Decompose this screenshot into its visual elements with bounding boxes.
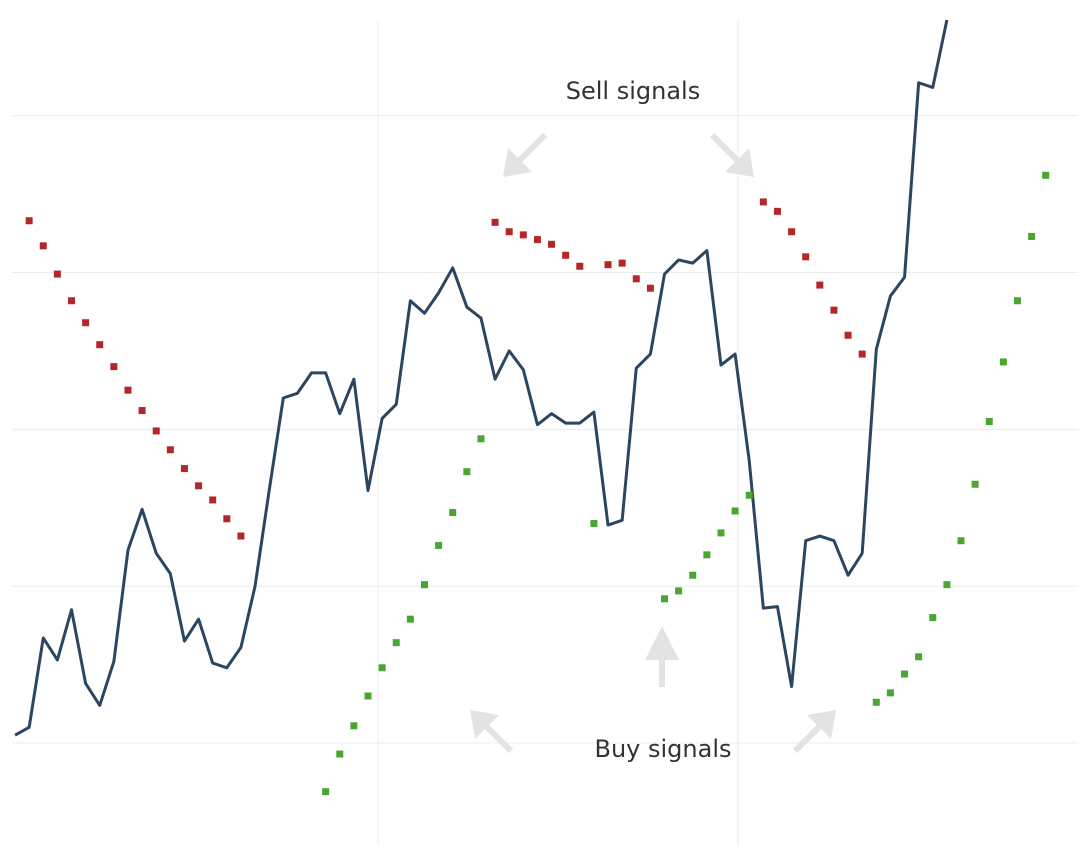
signal-dot [491, 218, 499, 226]
signal-dot [350, 722, 358, 730]
signal-dot [180, 465, 188, 473]
signal-dot [124, 386, 132, 394]
signal-dot [166, 446, 174, 454]
signal-dot [802, 253, 810, 261]
price-line [14, 19, 949, 737]
signal-dot [901, 670, 909, 678]
arrow-head [503, 148, 532, 177]
arrow-head [725, 148, 754, 177]
signal-dot [915, 653, 923, 661]
signal-dot [209, 496, 217, 504]
annotation: Sell signals [566, 77, 700, 105]
signal-dot [957, 537, 965, 545]
signal-dot [759, 198, 767, 206]
signal-dot [872, 698, 880, 706]
signal-dot [745, 491, 753, 499]
signal-dot [237, 532, 245, 540]
signal-dot [576, 262, 584, 270]
signal-dot [39, 242, 47, 250]
signal-dot [661, 595, 669, 603]
signal-dot [110, 363, 118, 371]
arrow [515, 132, 548, 165]
signal-dot [138, 407, 146, 415]
arrow-head [807, 710, 836, 739]
signal-dot [420, 581, 428, 589]
annotation: Buy signals [594, 735, 731, 763]
arrow [709, 132, 742, 165]
arrow [482, 722, 514, 754]
signal-dot [985, 418, 993, 426]
grid [12, 20, 1079, 845]
signal-dot [858, 350, 866, 358]
arrow [792, 722, 824, 754]
signal-dot [223, 515, 231, 523]
signal-dot [703, 551, 711, 559]
signal-dot [943, 581, 951, 589]
signal-dot [1042, 171, 1050, 179]
signal-dot [886, 689, 894, 697]
signal-dot [53, 270, 61, 278]
signal-dot [364, 692, 372, 700]
signal-dot [773, 207, 781, 215]
signal-dot [971, 480, 979, 488]
signal-dot [731, 507, 739, 515]
signal-dot [406, 615, 414, 623]
signal-dot [519, 231, 527, 239]
arrow-head [645, 626, 679, 660]
signal-dot [477, 435, 485, 443]
signal-dot [505, 228, 513, 236]
signal-dot [25, 217, 33, 225]
signal-dot [435, 541, 443, 549]
signal-dot [336, 750, 344, 758]
signal-dot [929, 614, 937, 622]
signal-dot [378, 664, 386, 672]
signal-dot [82, 319, 90, 327]
signal-dot [590, 519, 598, 527]
signal-dot [604, 261, 612, 269]
signal-dot [562, 251, 570, 259]
signal-dot [618, 259, 626, 267]
signal-dot [463, 468, 471, 476]
signal-dot [1028, 232, 1036, 240]
arrow-head [470, 710, 499, 739]
signal-dot [689, 571, 697, 579]
signal-dot [96, 341, 104, 349]
signal-dot [675, 587, 683, 595]
signal-dot [999, 358, 1007, 366]
signal-dot [816, 281, 824, 289]
marks [14, 19, 1050, 796]
signal-dot [533, 236, 541, 244]
signal-dot [449, 508, 457, 516]
signal-dot [392, 639, 400, 647]
signal-dot [844, 331, 852, 339]
signal-dot [152, 427, 160, 435]
signal-dot [68, 297, 76, 305]
signal-dot [632, 275, 640, 283]
signal-dot [788, 228, 796, 236]
signal-dot [1013, 297, 1021, 305]
arrows [470, 132, 836, 754]
signal-dot [830, 306, 838, 314]
signal-dot [717, 529, 725, 537]
signal-dot [322, 788, 330, 796]
signal-dot [646, 284, 654, 292]
signal-dot [195, 482, 203, 490]
signal-dot [548, 240, 556, 248]
